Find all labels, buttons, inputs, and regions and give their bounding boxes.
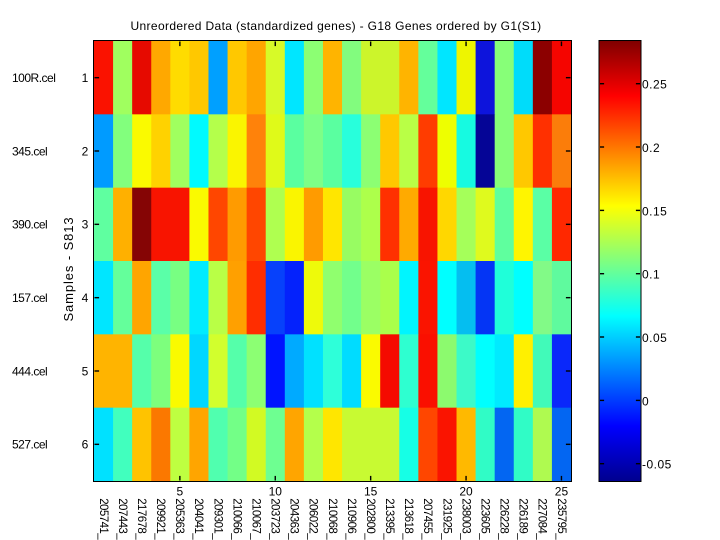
svg-text:213618_: 213618_ [402, 498, 414, 540]
svg-text:209921_: 209921_ [154, 498, 166, 540]
svg-text:Samples - S813: Samples - S813 [61, 216, 76, 321]
svg-text:100R.cel: 100R.cel [12, 71, 55, 85]
svg-text:0.05: 0.05 [642, 331, 667, 345]
svg-text:0: 0 [642, 394, 649, 408]
svg-text:10: 10 [269, 485, 283, 499]
svg-text:235795_: 235795_ [555, 498, 567, 540]
svg-text:202800_: 202800_ [364, 498, 376, 540]
svg-text:444.cel: 444.cel [12, 364, 47, 378]
svg-text:210067_: 210067_ [249, 498, 261, 540]
svg-text:203723_: 203723_ [269, 498, 281, 540]
svg-text:390.cel: 390.cel [12, 218, 47, 232]
svg-text:207455_: 207455_ [421, 498, 433, 540]
svg-text:5: 5 [82, 364, 89, 378]
svg-text:204363_: 204363_ [288, 498, 300, 540]
svg-text:226228_: 226228_ [498, 498, 510, 540]
svg-text:25: 25 [555, 485, 569, 499]
svg-text:15: 15 [364, 485, 378, 499]
svg-text:0.25: 0.25 [642, 78, 667, 92]
svg-text:0.15: 0.15 [642, 204, 667, 218]
svg-text:1: 1 [82, 71, 89, 85]
svg-text:238003_: 238003_ [459, 498, 471, 540]
svg-text:-0.05: -0.05 [642, 458, 672, 472]
svg-text:345.cel: 345.cel [12, 144, 47, 158]
svg-text:6: 6 [82, 438, 89, 452]
svg-text:4: 4 [82, 291, 89, 305]
svg-text:209301_: 209301_ [211, 498, 223, 540]
svg-text:210068_: 210068_ [326, 498, 338, 540]
svg-text:0.2: 0.2 [642, 141, 660, 155]
svg-text:5: 5 [177, 485, 184, 499]
svg-text:231925_: 231925_ [440, 498, 452, 540]
svg-text:3: 3 [82, 218, 89, 232]
svg-text:206022_: 206022_ [307, 498, 319, 540]
svg-text:226189_: 226189_ [517, 498, 529, 540]
svg-text:210066_: 210066_ [230, 498, 242, 540]
svg-text:223605_: 223605_ [478, 498, 490, 540]
svg-text:210906_: 210906_ [345, 498, 357, 540]
svg-text:213395_: 213395_ [383, 498, 395, 540]
svg-text:205363_: 205363_ [173, 498, 185, 540]
svg-text:20: 20 [459, 485, 473, 499]
svg-text:157.cel: 157.cel [12, 291, 47, 305]
svg-text:207443_: 207443_ [116, 498, 128, 540]
svg-text:227084_: 227084_ [536, 498, 548, 540]
svg-text:Unreordered Data (standardized: Unreordered Data (standardized genes) - … [131, 19, 542, 33]
svg-text:217678_: 217678_ [135, 498, 147, 540]
svg-text:205741_: 205741_ [97, 498, 109, 540]
svg-text:0.1: 0.1 [642, 268, 660, 282]
svg-text:527.cel: 527.cel [12, 438, 47, 452]
svg-text:204041_: 204041_ [192, 498, 204, 540]
svg-text:2: 2 [82, 144, 89, 158]
